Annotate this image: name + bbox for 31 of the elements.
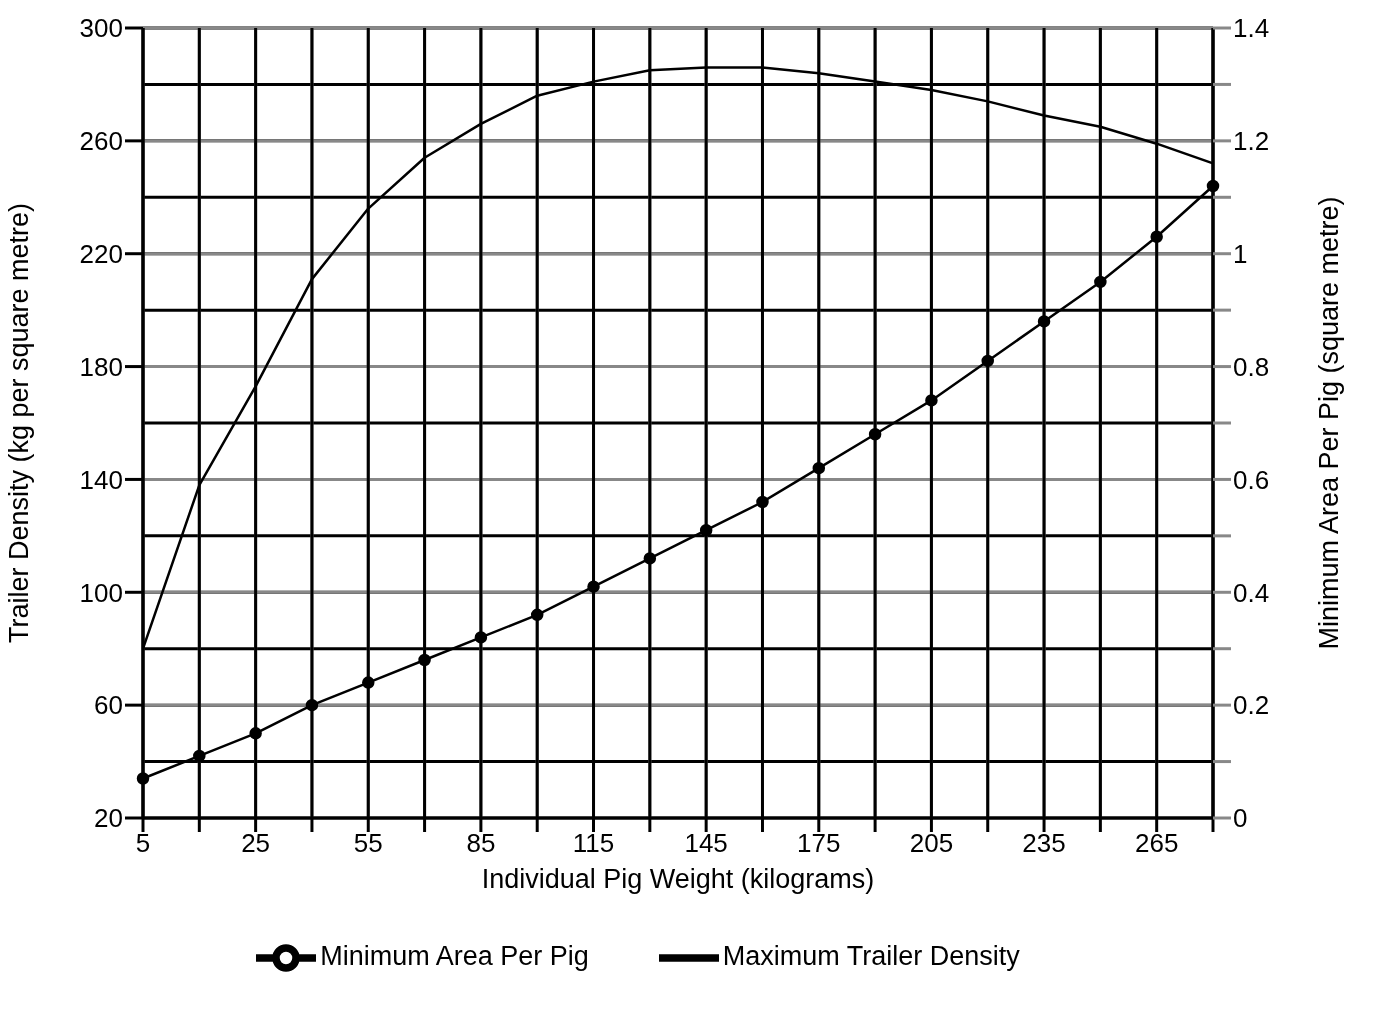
y2-tick-label: 0 bbox=[1233, 803, 1248, 834]
x-tick-label: 115 bbox=[572, 828, 615, 859]
x-tick-label: 265 bbox=[1134, 828, 1179, 859]
y-tick-label: 100 bbox=[79, 577, 123, 608]
y2-tick-label: 1.2 bbox=[1233, 126, 1270, 157]
y-tick-label: 140 bbox=[79, 464, 123, 495]
y2-tick-label: 0.8 bbox=[1233, 351, 1270, 382]
y2-tick-label: 0.6 bbox=[1233, 464, 1270, 495]
y2-tick-label: 0.2 bbox=[1233, 690, 1270, 721]
x-tick-label: 175 bbox=[797, 828, 841, 859]
x-tick-label: 235 bbox=[1022, 828, 1066, 859]
x-tick-label: 55 bbox=[353, 828, 383, 859]
y2-axis-title: Minimum Area Per Pig (square metre) bbox=[1313, 196, 1344, 650]
legend-label: Maximum Trailer Density bbox=[722, 941, 1020, 972]
x-tick-label: 25 bbox=[241, 828, 271, 859]
y2-tick-label: 0.4 bbox=[1233, 577, 1270, 608]
x-tick-label: 145 bbox=[684, 828, 728, 859]
y-tick-label: 20 bbox=[94, 803, 123, 834]
y-tick-label: 260 bbox=[79, 126, 123, 157]
y-tick-label: 60 bbox=[94, 690, 123, 721]
x-tick-label: 205 bbox=[909, 828, 954, 859]
x-tick-label: 5 bbox=[135, 828, 151, 859]
y-tick-label: 180 bbox=[79, 351, 123, 382]
y-tick-label: 220 bbox=[79, 238, 123, 269]
y2-tick-label: 1 bbox=[1233, 238, 1248, 269]
y-tick-label: 300 bbox=[79, 13, 123, 44]
legend-label: Minimum Area Per Pig bbox=[320, 941, 589, 972]
y2-tick-label: 1.4 bbox=[1233, 13, 1270, 44]
x-tick-label: 85 bbox=[466, 828, 496, 859]
y-axis-title: Trailer Density (kg per square metre) bbox=[3, 202, 34, 644]
x-axis-title: Individual Pig Weight (kilograms) bbox=[481, 864, 875, 894]
